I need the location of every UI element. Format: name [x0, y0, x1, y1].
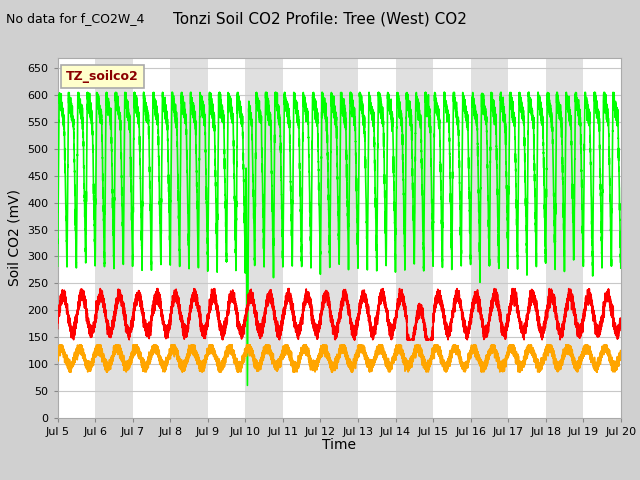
- Bar: [470, 58, 508, 418]
- Bar: [358, 58, 396, 418]
- Bar: [433, 58, 470, 418]
- Bar: [132, 58, 170, 418]
- X-axis label: Time: Time: [322, 438, 356, 452]
- Bar: [208, 58, 245, 418]
- Bar: [245, 58, 283, 418]
- Bar: [583, 58, 621, 418]
- Y-axis label: Soil CO2 (mV): Soil CO2 (mV): [8, 189, 22, 286]
- Bar: [283, 58, 321, 418]
- Bar: [95, 58, 132, 418]
- Bar: [170, 58, 208, 418]
- Legend: -2cm, -4cm, -8cm: -2cm, -4cm, -8cm: [198, 476, 480, 480]
- Bar: [396, 58, 433, 418]
- Bar: [508, 58, 546, 418]
- Text: Tonzi Soil CO2 Profile: Tree (West) CO2: Tonzi Soil CO2 Profile: Tree (West) CO2: [173, 12, 467, 27]
- Bar: [321, 58, 358, 418]
- Text: No data for f_CO2W_4: No data for f_CO2W_4: [6, 12, 145, 25]
- Bar: [58, 58, 95, 418]
- Bar: [546, 58, 583, 418]
- Text: TZ_soilco2: TZ_soilco2: [66, 70, 139, 83]
